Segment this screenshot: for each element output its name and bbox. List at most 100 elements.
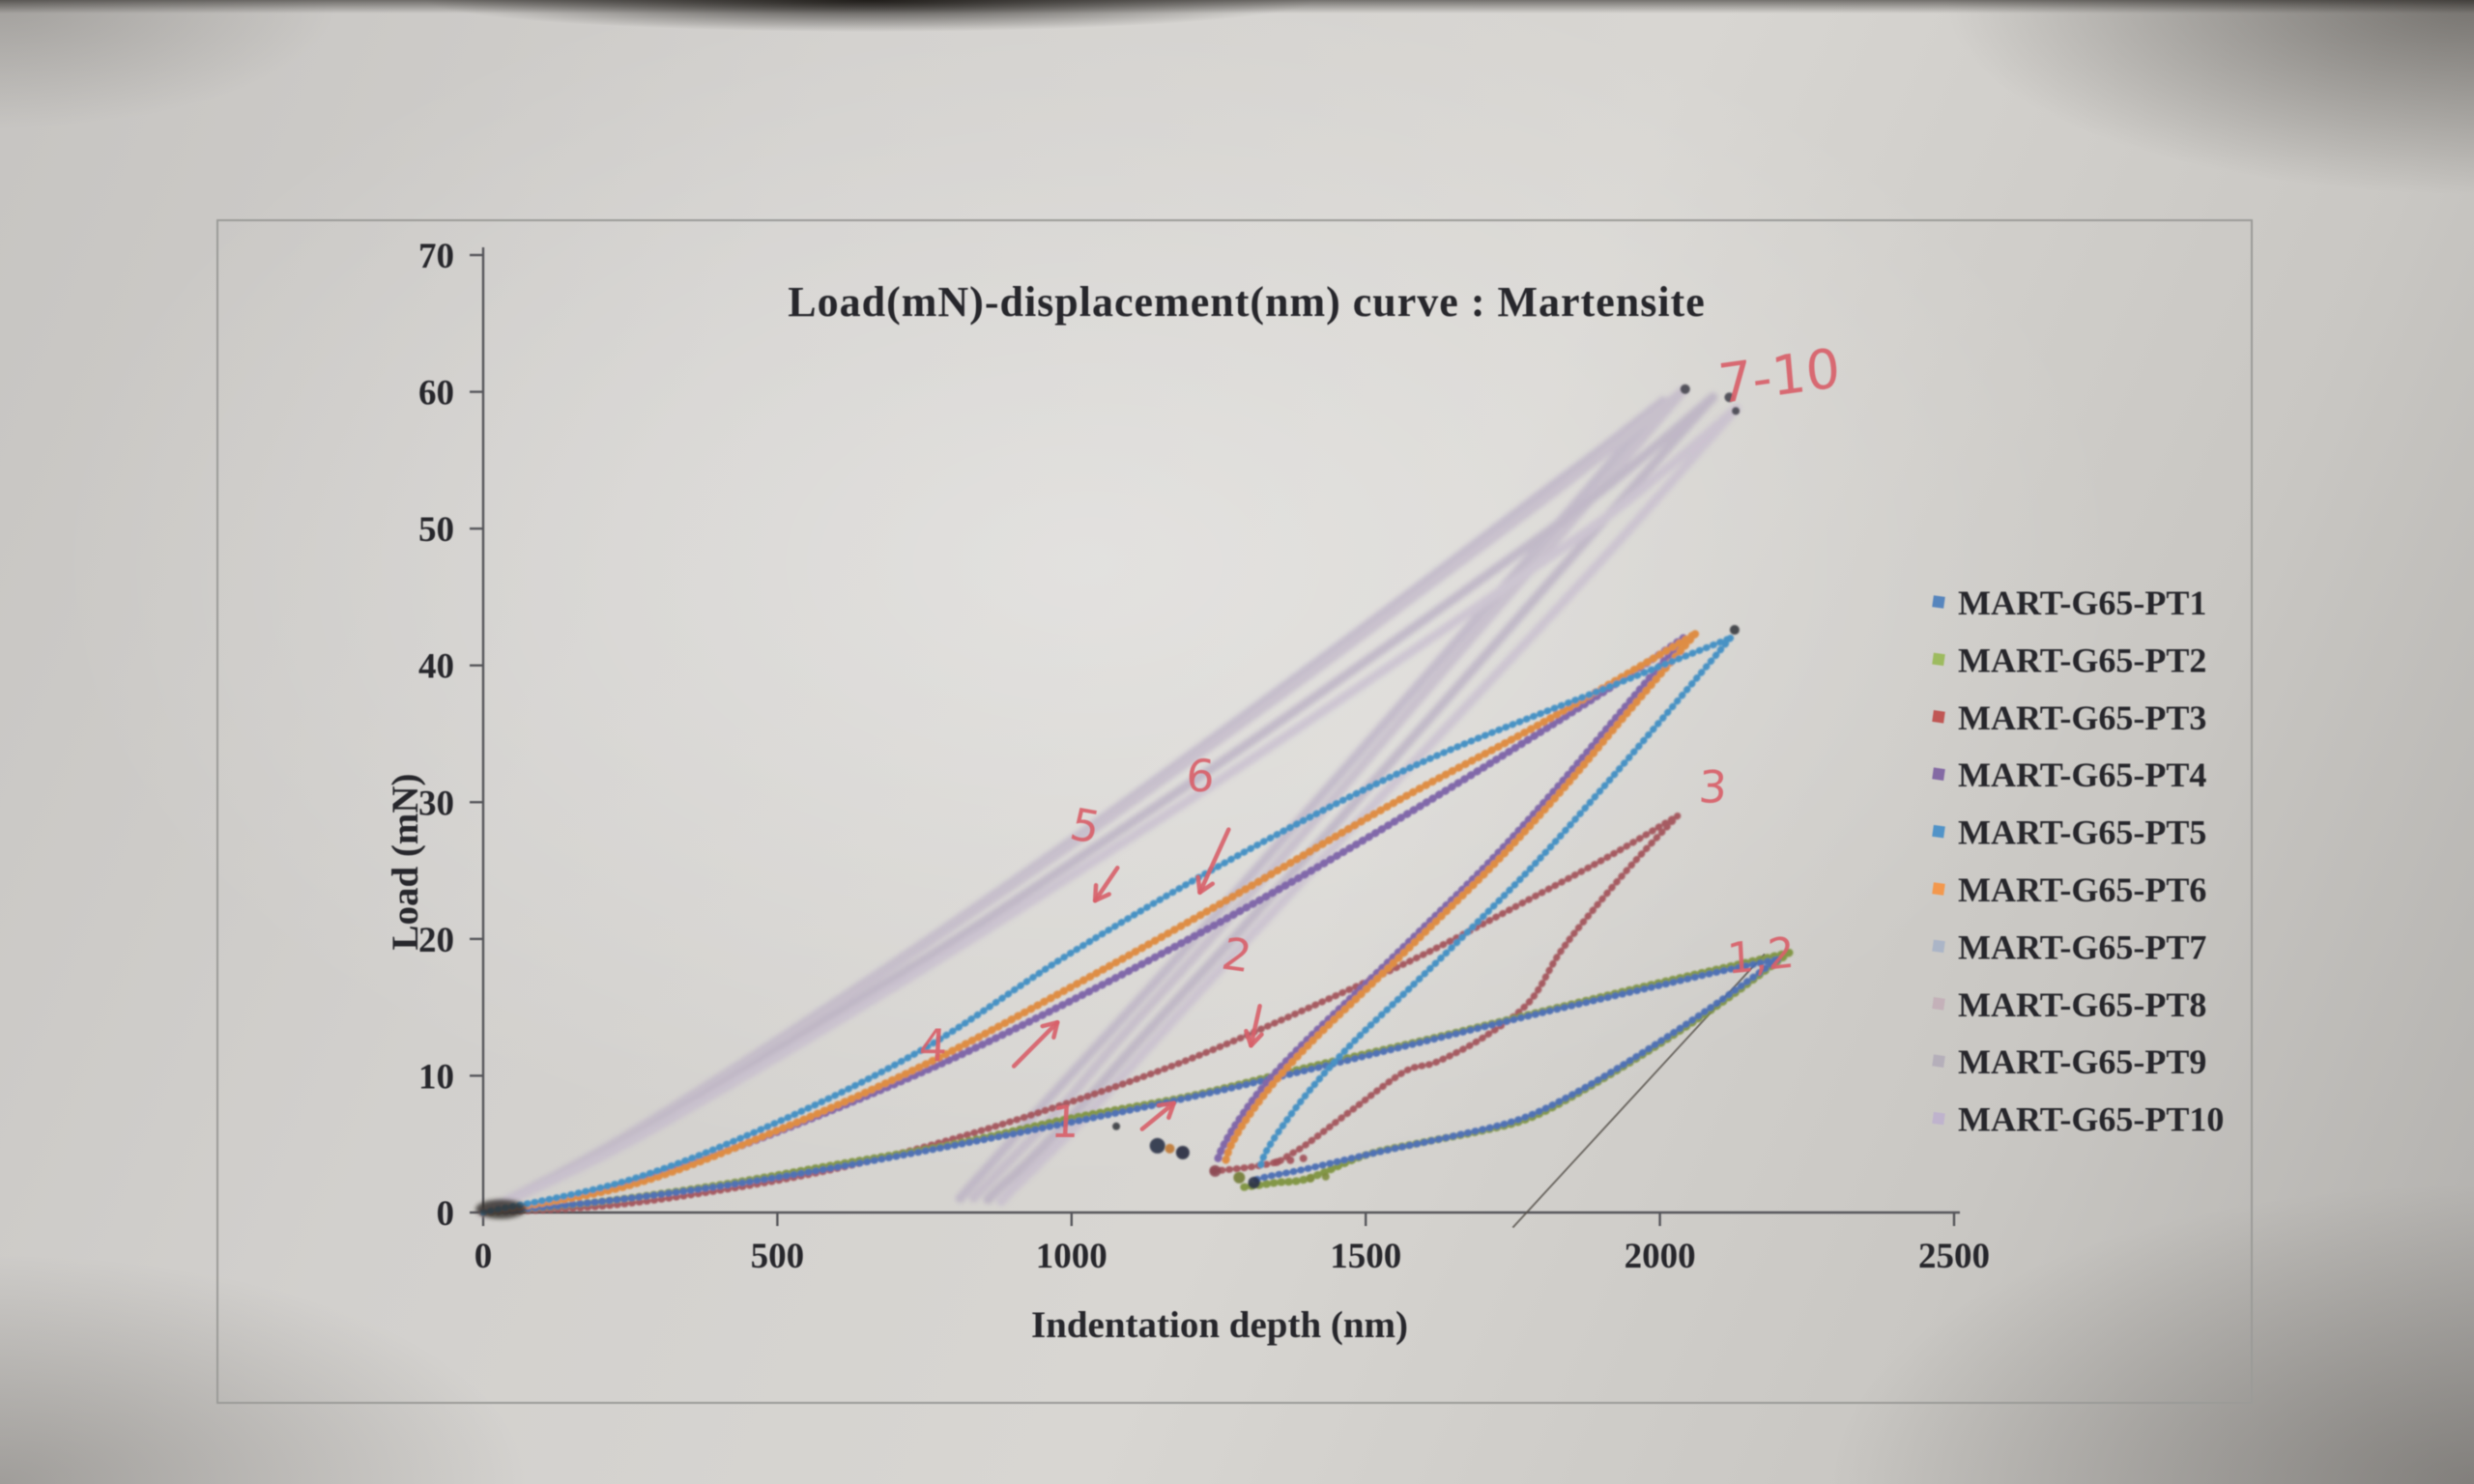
handwritten-label: 6 [1185, 750, 1216, 802]
curve-mart-g65-pt6-unloading [1222, 630, 1700, 1165]
peak-speck [1729, 624, 1740, 635]
legend-item: MART-G65-PT6 [1932, 870, 2206, 909]
handwritten-arrow-head [1244, 1028, 1253, 1048]
y-tick-label: 20 [418, 921, 454, 960]
x-axis-title: Indentation depth (nm) [1031, 1304, 1408, 1346]
y-tick-label: 0 [437, 1194, 455, 1234]
handwritten-arrow-shaft [1249, 1003, 1262, 1048]
peak-speck [1112, 1122, 1121, 1130]
peak-speck [1680, 384, 1690, 394]
legend-marker [1932, 1054, 1945, 1068]
page-border [216, 219, 2253, 1404]
residual-dot [1149, 1137, 1165, 1154]
legend-marker [1932, 710, 1945, 724]
curve-mart-g65-pt5-unloading [1256, 634, 1735, 1173]
legend-label: MART-G65-PT7 [1958, 928, 2206, 966]
handwritten-arrow-shaft [1011, 1019, 1060, 1069]
y-tick-label: 70 [418, 237, 454, 276]
chart-legend: MART-G65-PT1 MART-G65-PT2 MART-G65-PT3 MART… [1932, 584, 2224, 1139]
legend-marker [1932, 652, 1945, 667]
legend-label: MART-G65-PT3 [1958, 699, 2206, 737]
x-tick-label: 1500 [1330, 1237, 1401, 1276]
residual-dot [1321, 1172, 1330, 1181]
handwritten-label: 4 [918, 1019, 949, 1071]
handwritten-label: 2 [1218, 928, 1255, 983]
legend-marker [1932, 595, 1945, 609]
legend-marker [1932, 767, 1945, 781]
legend-item: MART-G65-PT8 [1932, 985, 2206, 1024]
legend-label: MART-G65-PT8 [1958, 985, 2206, 1024]
curve-mart-g65-pt1-unloading [1249, 956, 1781, 1184]
legend-label: MART-G65-PT6 [1958, 870, 2206, 909]
residual-dot [1165, 1143, 1175, 1154]
curve-mart-g65-pt7-unloading [955, 396, 1668, 1204]
legend-label: MART-G65-PT10 [1958, 1100, 2224, 1139]
y-tick-label: 40 [418, 647, 454, 687]
handwritten-arrow-head [1195, 874, 1202, 895]
legend-item: MART-G65-PT5 [1932, 813, 2206, 852]
x-tick-label: 2000 [1625, 1237, 1696, 1276]
legend-item: MART-G65-PT1 [1932, 584, 2206, 622]
legend-marker [1932, 882, 1945, 896]
handwritten-label: 3 [1697, 760, 1728, 813]
chart-title: Load(mN)-displacement(nm) curve : Marten… [788, 278, 1705, 326]
curve-mart-g65-pt10-loading [478, 403, 1741, 1217]
legend-item: MART-G65-PT2 [1932, 641, 2206, 679]
legend-label: MART-G65-PT1 [1958, 584, 2206, 622]
handwritten-label: 7-10 [1715, 337, 1842, 416]
curve-mart-g65-pt4-unloading [1212, 634, 1687, 1169]
x-tick-label: 0 [475, 1237, 493, 1276]
residual-dots [1112, 384, 1740, 1188]
legend-marker [1932, 1111, 1945, 1126]
peak-speck [1732, 407, 1740, 415]
legend-item: MART-G65-PT7 [1932, 928, 2206, 966]
y-tick-label: 30 [418, 784, 454, 823]
handwritten-arrow-head [1092, 882, 1099, 903]
curve-mart-g65-pt3-loading [479, 812, 1682, 1216]
residual-dot [1286, 1156, 1295, 1164]
handwritten-arrow-head [1051, 1019, 1060, 1041]
legend-label: MART-G65-PT4 [1958, 756, 2206, 794]
legend-item: MART-G65-PT10 [1932, 1100, 2224, 1139]
y-tick-label: 60 [418, 374, 454, 414]
peak-speck [1724, 392, 1735, 403]
legend-marker [1932, 939, 1945, 954]
handwritten-arrow-shaft [1197, 827, 1231, 895]
handwritten-arrow-head [1166, 1100, 1176, 1121]
curve-mart-g65-pt9-unloading [981, 392, 1718, 1207]
origin-cluster-blob [475, 1199, 527, 1219]
handwritten-label: 1,2 [1726, 928, 1796, 985]
handwritten-arrow-head [1040, 1019, 1060, 1029]
plot-frame: 0 10 20 30 40 50 60 70 0 500 1000 1500 2000 2500 [216, 219, 2253, 1404]
residual-dot [1209, 1164, 1222, 1177]
curve-mart-g65-pt8-loading [478, 385, 1688, 1217]
curve-mart-g65-pt6-loading [479, 630, 1700, 1216]
handwritten-arrow-head [1092, 892, 1111, 903]
legend-label: MART-G65-PT2 [1958, 641, 2206, 679]
residual-dot [1273, 1157, 1281, 1166]
residual-dot [1299, 1154, 1308, 1162]
legend-marker [1932, 997, 1945, 1011]
residual-dot [1306, 1175, 1314, 1184]
handwritten-arrow-head [1197, 881, 1215, 895]
residual-dot [1233, 1171, 1246, 1184]
y-tick-label: 50 [418, 510, 454, 550]
legend-item: MART-G65-PT3 [1932, 699, 2206, 737]
curve-mart-g65-pt10-unloading [995, 403, 1741, 1207]
x-tick-label: 2500 [1918, 1237, 1990, 1276]
handwritten-arrow-shaft [1092, 865, 1120, 903]
x-tick-label: 500 [751, 1237, 805, 1276]
legend-label: MART-G65-PT5 [1958, 813, 2206, 852]
handwritten-arrow-head [1156, 1100, 1176, 1108]
handwritten-label: 1 [1050, 1096, 1080, 1148]
y-axis-title: Load (mN) [385, 773, 426, 950]
residual-dot [1248, 1176, 1260, 1188]
handwritten-arrow-head [1249, 1032, 1264, 1048]
legend-item: MART-G65-PT9 [1932, 1042, 2206, 1081]
legend-marker [1932, 824, 1945, 839]
legend-label: MART-G65-PT9 [1958, 1042, 2206, 1081]
curve-mart-g65-pt5-loading [479, 634, 1735, 1216]
y-tick-label: 10 [418, 1057, 454, 1097]
